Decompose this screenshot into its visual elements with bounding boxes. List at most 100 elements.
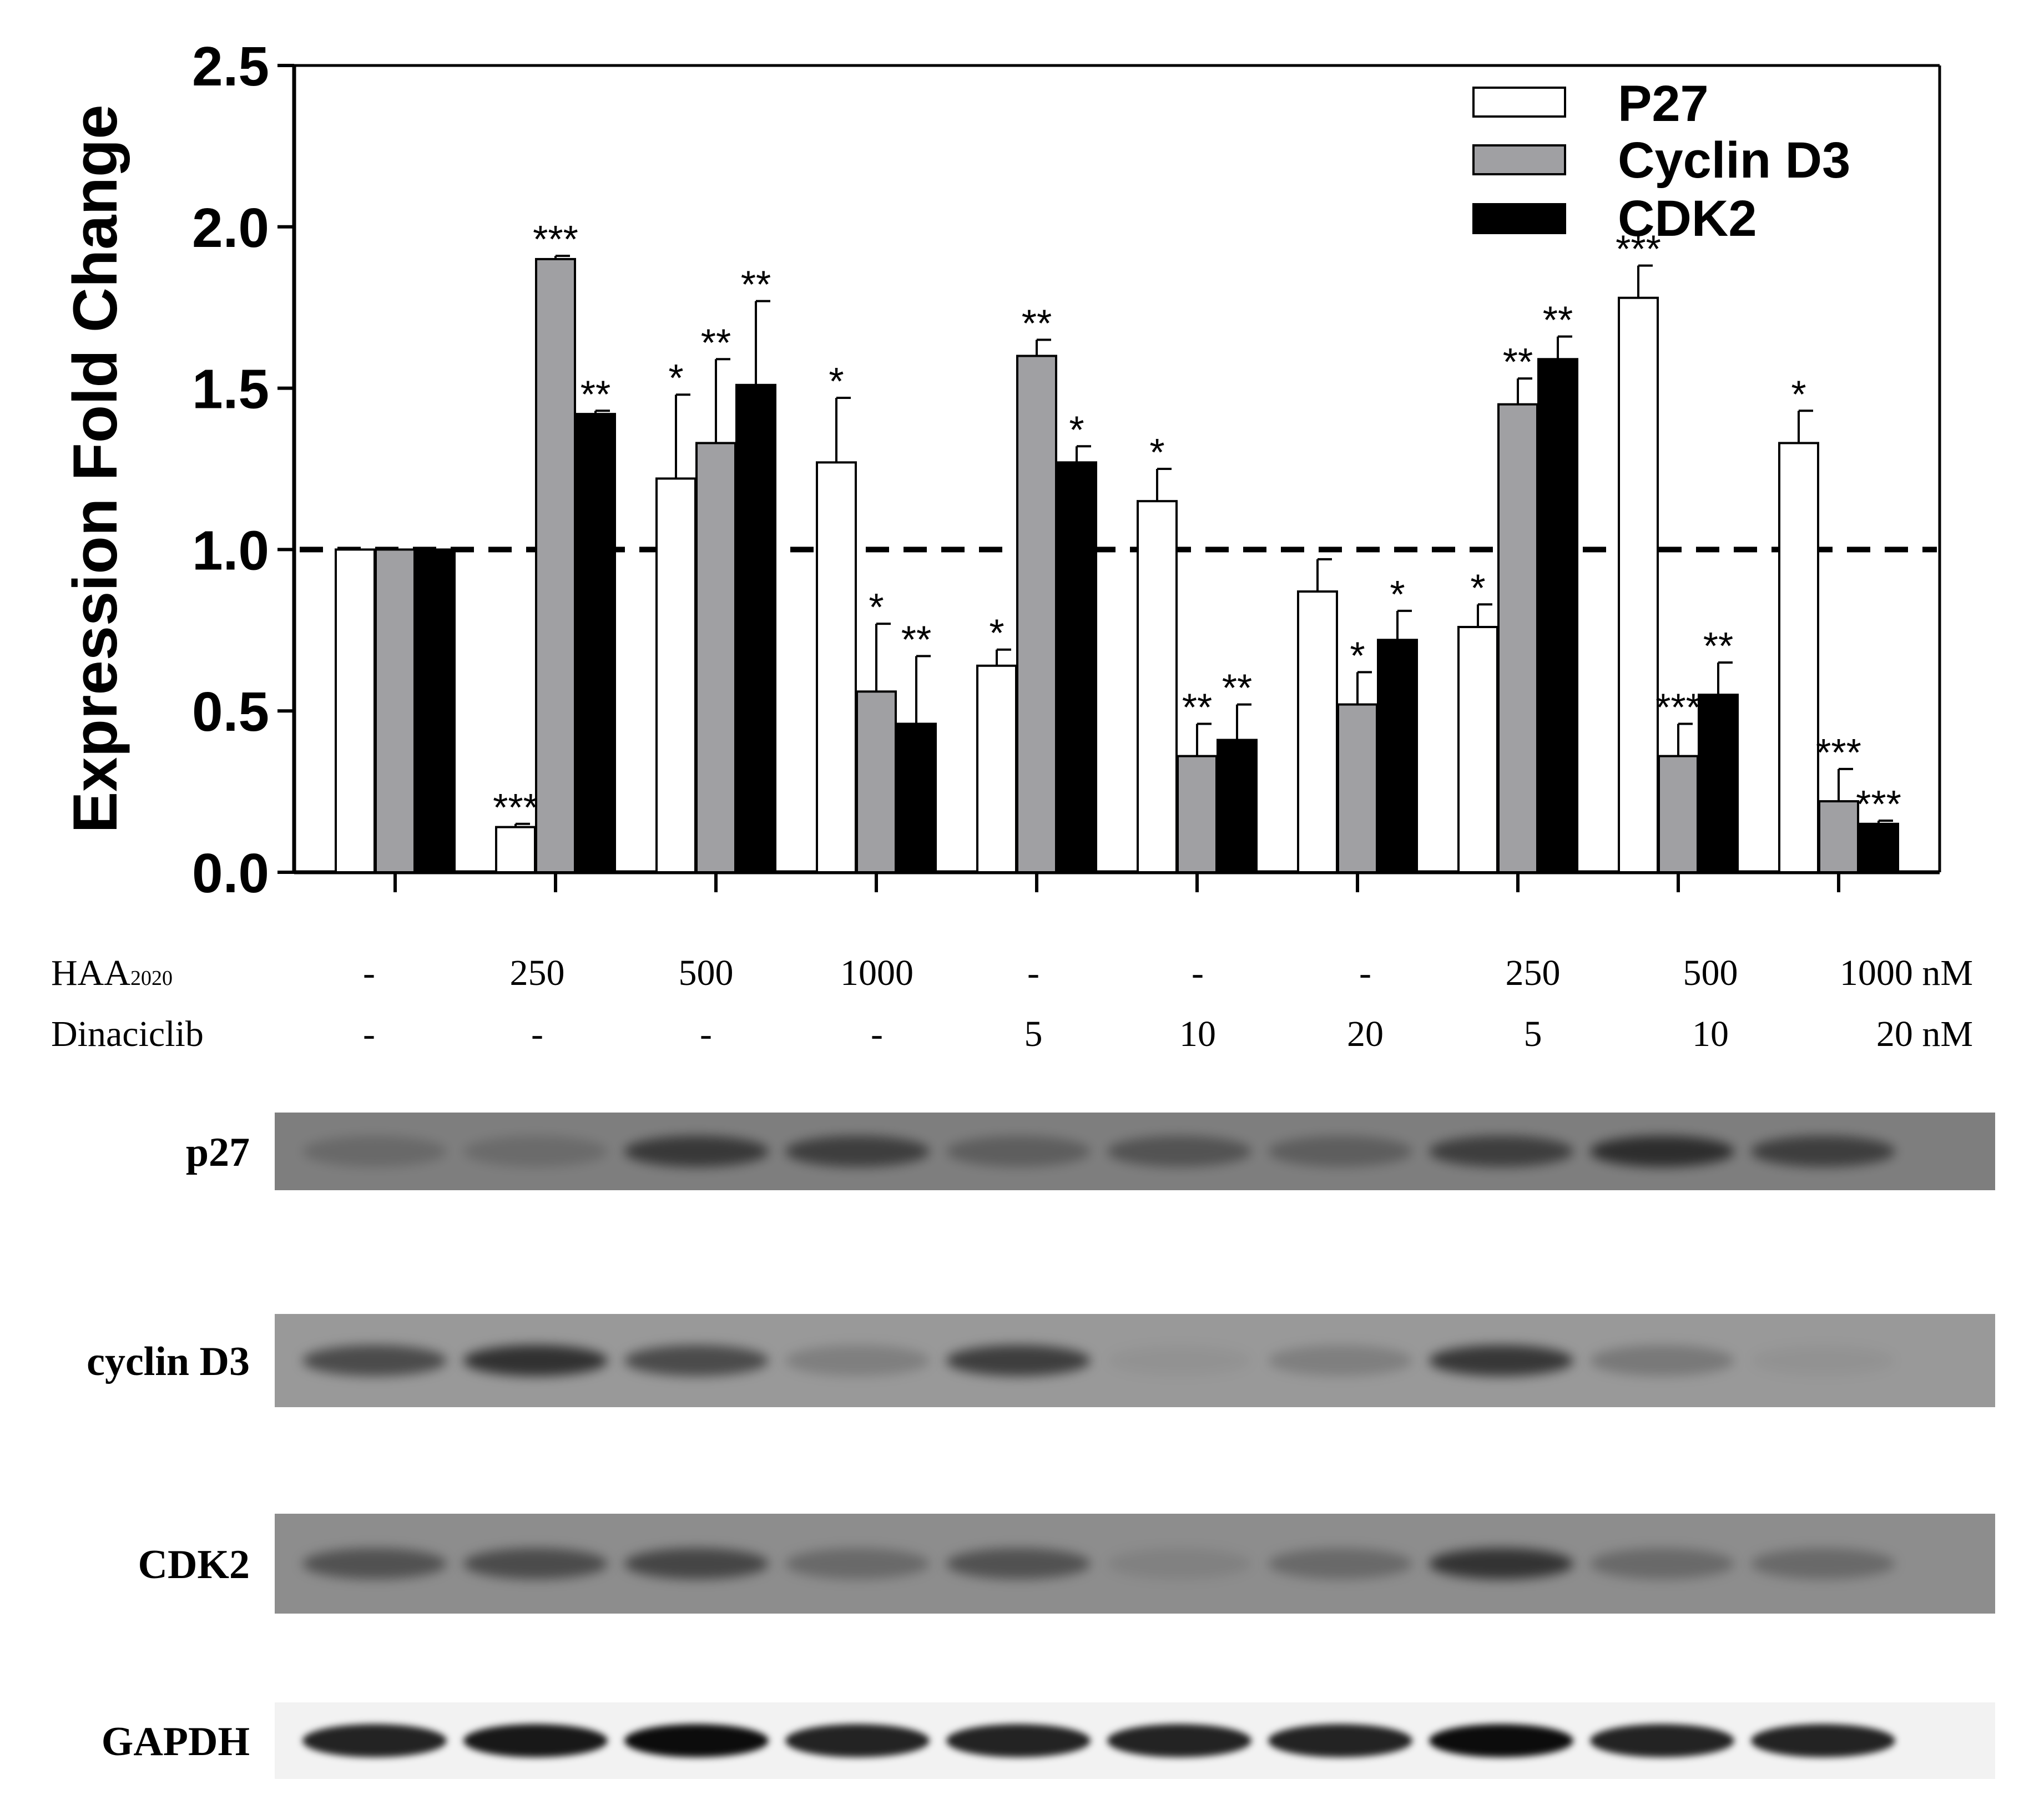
dinaciclib-value: 20 bbox=[1347, 1014, 1384, 1054]
bar-cyclin-d3: ** bbox=[1177, 685, 1218, 874]
blot-band bbox=[302, 1136, 447, 1167]
significance-marker: * bbox=[1069, 408, 1084, 451]
y-tick-label: 1.5 bbox=[192, 358, 269, 421]
blot-label: CDK2 bbox=[138, 1542, 250, 1588]
bar-rect bbox=[1016, 355, 1057, 873]
western-blots: p27 cyclin D3 CDK2 GAPDH bbox=[87, 1113, 1995, 1779]
dinaciclib-value: 5 bbox=[1524, 1014, 1542, 1054]
bar-rect bbox=[495, 826, 536, 874]
bar-cdk2: * bbox=[1056, 408, 1097, 873]
significance-marker: *** bbox=[1856, 782, 1901, 826]
significance-marker: ** bbox=[901, 618, 931, 661]
significance-marker: * bbox=[1791, 372, 1806, 416]
blot-band bbox=[1429, 1548, 1573, 1579]
legend-swatch-cyclin-d3 bbox=[1472, 144, 1566, 175]
bar-rect bbox=[1297, 590, 1338, 874]
significance-marker: * bbox=[989, 611, 1004, 655]
blot-band bbox=[463, 1548, 608, 1579]
blot-label: cyclin D3 bbox=[87, 1339, 250, 1384]
significance-marker: * bbox=[829, 360, 844, 403]
significance-marker: ** bbox=[1222, 666, 1252, 710]
haa-value: - bbox=[1359, 953, 1371, 993]
blot-band bbox=[946, 1548, 1091, 1579]
legend-swatch-cdk2 bbox=[1472, 203, 1566, 234]
blot-label: p27 bbox=[186, 1130, 250, 1175]
significance-marker: *** bbox=[1655, 685, 1701, 729]
bar-p27: * bbox=[1137, 431, 1178, 873]
blot-band bbox=[1751, 1548, 1895, 1579]
bar-rect bbox=[735, 383, 776, 873]
blot-band bbox=[785, 1548, 930, 1579]
bar-cyclin-d3: *** bbox=[1655, 685, 1701, 874]
blot-band bbox=[1751, 1345, 1895, 1376]
bar-rect bbox=[695, 442, 736, 873]
significance-marker: ** bbox=[1703, 624, 1733, 668]
bar-rect bbox=[1337, 703, 1378, 873]
blot-band bbox=[302, 1724, 447, 1757]
bar-p27: * bbox=[976, 611, 1017, 873]
bar-rect bbox=[1177, 755, 1218, 874]
y-tick-label: 2.5 bbox=[192, 36, 269, 98]
bar-cdk2: * bbox=[1377, 573, 1418, 874]
bar-rect bbox=[335, 548, 376, 873]
dinaciclib-value: - bbox=[363, 1014, 375, 1054]
bar-cyclin-d3: ** bbox=[1497, 340, 1538, 873]
bar-cdk2: ** bbox=[575, 372, 616, 873]
blot-band bbox=[1429, 1724, 1573, 1757]
significance-marker: ** bbox=[1503, 340, 1533, 383]
bar-cyclin-d3: ** bbox=[1016, 301, 1057, 873]
blot-band bbox=[1429, 1345, 1573, 1376]
haa-values: - 250 500 1000 - - - 250 500 1000 nM bbox=[363, 953, 1973, 993]
bar-rect bbox=[1377, 639, 1418, 874]
haa-value: 250 bbox=[510, 953, 565, 993]
bar-p27: *** bbox=[1616, 228, 1661, 874]
blot-band bbox=[463, 1345, 608, 1376]
blot-band bbox=[1590, 1345, 1734, 1376]
blot-band bbox=[1107, 1548, 1251, 1579]
blot-band bbox=[1268, 1136, 1412, 1167]
blot-band bbox=[624, 1345, 769, 1376]
legend-label-p27: P27 bbox=[1618, 75, 1709, 132]
bar-cyclin-d3: *** bbox=[1816, 731, 1861, 873]
bar-p27 bbox=[335, 548, 376, 873]
dinaciclib-value: 10 bbox=[1179, 1014, 1216, 1054]
blot-band bbox=[785, 1724, 930, 1757]
legend-swatch-p27 bbox=[1472, 87, 1566, 118]
bar-rect bbox=[535, 257, 576, 874]
bar-rect bbox=[976, 664, 1017, 873]
bar-cyclin-d3: *** bbox=[533, 218, 578, 874]
bar-rect bbox=[1858, 822, 1899, 874]
bar-rect bbox=[1457, 625, 1498, 873]
bar-rect bbox=[856, 690, 897, 873]
significance-marker: ** bbox=[701, 321, 731, 364]
blot-band bbox=[946, 1136, 1091, 1167]
bar-cdk2: *** bbox=[1856, 782, 1901, 874]
significance-marker: ** bbox=[1543, 299, 1573, 342]
bar-rect bbox=[1137, 500, 1178, 873]
y-tick-label: 0.5 bbox=[192, 681, 269, 743]
significance-marker: * bbox=[1149, 431, 1164, 474]
haa-row-label: HAA2020 bbox=[51, 953, 173, 993]
significance-marker: *** bbox=[533, 218, 578, 261]
y-tick-label: 2.0 bbox=[192, 197, 269, 259]
bar-cyclin-d3 bbox=[375, 548, 416, 873]
haa-value: 500 bbox=[679, 953, 734, 993]
significance-marker: *** bbox=[493, 786, 538, 829]
blot-band bbox=[302, 1548, 447, 1579]
bar-cyclin-d3: * bbox=[1337, 634, 1378, 873]
blot-band bbox=[463, 1136, 608, 1167]
haa-value: 250 bbox=[1506, 953, 1561, 993]
haa-value: - bbox=[1027, 953, 1039, 993]
significance-marker: ** bbox=[741, 263, 771, 306]
significance-marker: * bbox=[668, 356, 683, 400]
legend: P27 Cyclin D3 CDK2 bbox=[1472, 75, 1850, 247]
blot-band bbox=[1429, 1136, 1573, 1167]
significance-marker: * bbox=[1350, 634, 1365, 677]
y-axis-label: Expression Fold Change bbox=[60, 104, 130, 833]
significance-marker: *** bbox=[1616, 228, 1661, 271]
y-tick-label: 0.0 bbox=[192, 842, 269, 904]
bar-cdk2 bbox=[415, 548, 456, 873]
bar-p27 bbox=[1297, 558, 1338, 874]
haa-value: 1000 bbox=[840, 953, 913, 993]
